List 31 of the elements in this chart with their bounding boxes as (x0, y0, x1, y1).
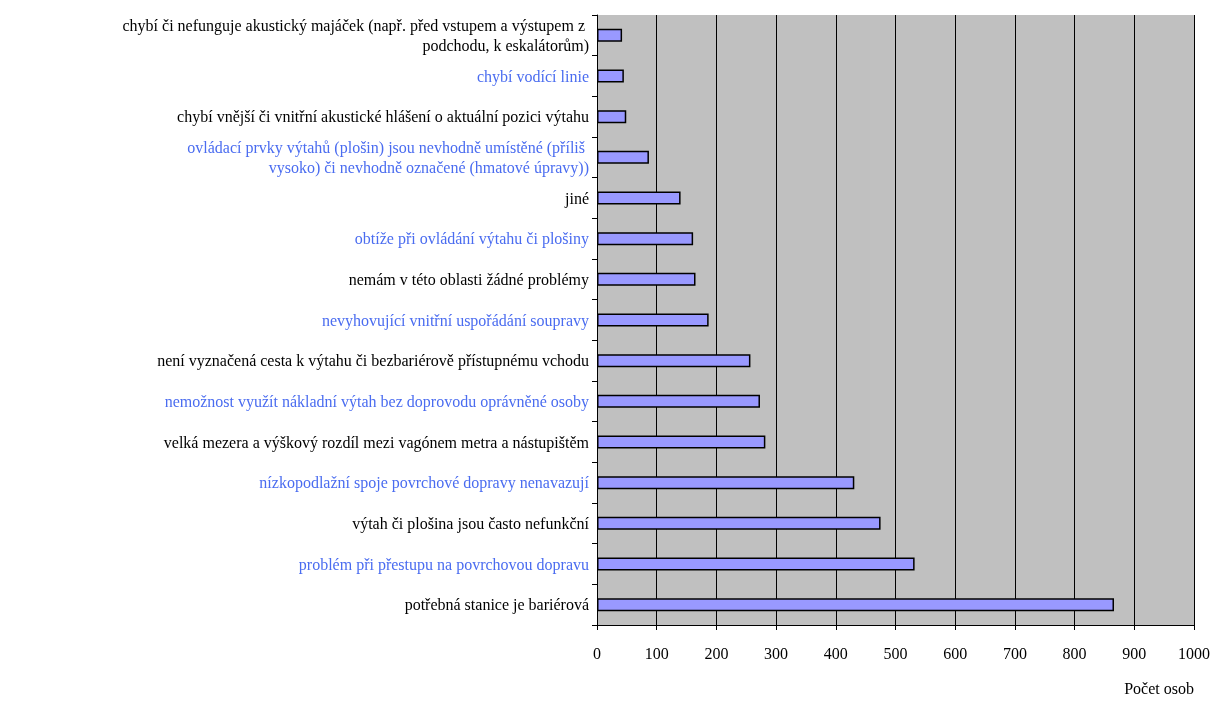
y-tick-label: nemožnost využít nákladní výtah bez doprovodu oprávněné osoby (164, 392, 589, 411)
y-tick-label: chybí či nefunguje akustický majáček (např. před vstupem a výstupem z podchodu, k eskalátorům) (122, 16, 589, 55)
y-tick-label: problém při přestupu na povrchovou dopravu (298, 555, 589, 574)
y-tick-label: výtah či plošina jsou často nefunkční (352, 514, 590, 533)
bar (597, 69, 624, 83)
x-tick-label: 0 (593, 644, 601, 662)
y-tick-label: nemám v této oblasti žádné problémy (348, 270, 589, 289)
x-tick-label: 500 (883, 644, 908, 662)
y-tick-label: není vyznačená cesta k výtahu či bezbariérově přístupnému vchodu (157, 352, 589, 371)
y-tick-label: chybí vodící linie (477, 67, 589, 86)
bar (597, 110, 627, 124)
y-tick-label: chybí vnější či vnitřní akustické hlášení o aktuální pozici výtahu (177, 108, 589, 127)
x-tick-label: 800 (1062, 644, 1087, 662)
y-tick-label: ovládací prvky výtahů (plošin) jsou nevhodně umístěné (příliš vysoko) či nevhodně označené (hmatové úpravy)) (187, 138, 589, 177)
x-tick-label: 400 (823, 644, 848, 662)
y-tick-label: potřebná stanice je bariérová (404, 596, 589, 615)
y-tick-label: nízkopodlažní spoje povrchové dopravy nenavazují (259, 474, 590, 493)
x-axis-title: Počet osob (1124, 679, 1194, 697)
y-tick-label: jiné (564, 189, 589, 208)
x-tick-label: 600 (943, 644, 968, 662)
bar (597, 28, 623, 42)
x-tick-label: 900 (1122, 644, 1147, 662)
x-tick-label: 100 (644, 644, 669, 662)
x-tick-label: 700 (1002, 644, 1027, 662)
y-tick-label: nevyhovující vnitřní uspořádání soupravy (321, 311, 589, 330)
x-tick-label: 200 (704, 644, 729, 662)
x-tick-label: 300 (764, 644, 789, 662)
y-tick-label: velká mezera a výškový rozdíl mezi vagónem metra a nástupištěm (163, 433, 590, 452)
x-tick-label: 1000 (1178, 644, 1210, 662)
y-tick-label: obtíže při ovládání výtahu či plošiny (354, 230, 589, 249)
bar (597, 150, 649, 164)
